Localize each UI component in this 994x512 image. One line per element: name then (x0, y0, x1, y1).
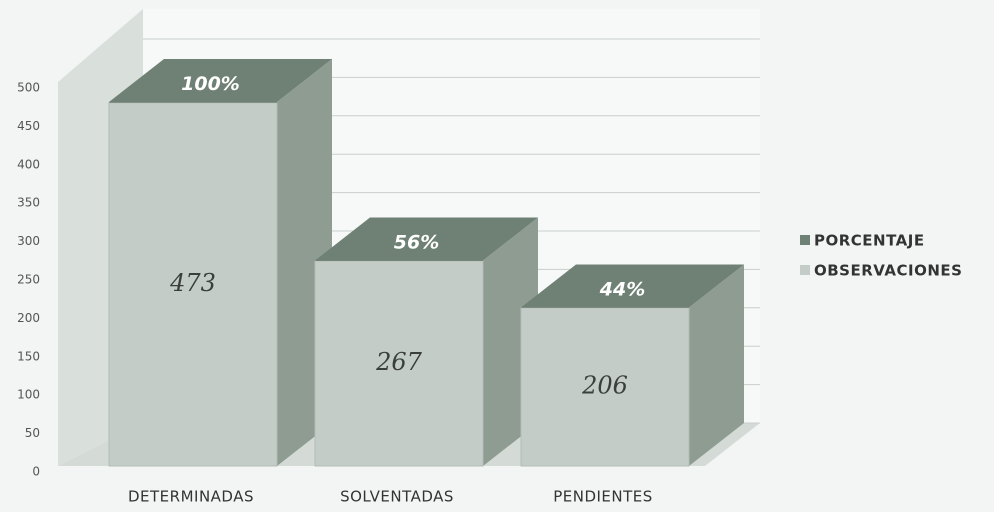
y-tick-label: 450 (17, 119, 40, 133)
y-tick-label: 350 (17, 196, 40, 210)
y-tick-label: 200 (17, 311, 40, 325)
bar-top (315, 217, 538, 261)
percent-label: 44% (599, 278, 645, 300)
legend-label: OBSERVACIONES (814, 262, 962, 280)
percent-label: 100% (181, 73, 240, 95)
y-tick-label: 300 (17, 234, 40, 248)
x-tick-label: PENDIENTES (553, 488, 653, 506)
y-tick-label: 150 (17, 349, 40, 363)
bar (520, 307, 690, 467)
value-label: 473 (169, 269, 216, 297)
bar-top (521, 264, 744, 308)
value-label: 267 (375, 348, 423, 376)
y-tick-label: 250 (17, 273, 40, 287)
x-tick-label: SOLVENTADAS (340, 488, 454, 506)
y-tick-label: 500 (17, 81, 40, 95)
bar-side (689, 264, 744, 466)
y-tick-label: 50 (25, 426, 40, 440)
y-tick-label: 400 (17, 157, 40, 171)
legend-label: PORCENTAJE (814, 232, 925, 250)
legend-swatch (800, 265, 810, 275)
bar-segment (109, 101, 277, 103)
legend-swatch (800, 235, 810, 245)
bar (314, 260, 484, 467)
bar-top (109, 58, 332, 102)
bar (108, 102, 278, 467)
value-label: 206 (581, 371, 628, 399)
x-tick-label: DETERMINADAS (128, 488, 254, 506)
y-tick-label: 0 (32, 465, 40, 479)
y-tick-label: 100 (17, 388, 40, 402)
percent-label: 56% (394, 232, 439, 254)
